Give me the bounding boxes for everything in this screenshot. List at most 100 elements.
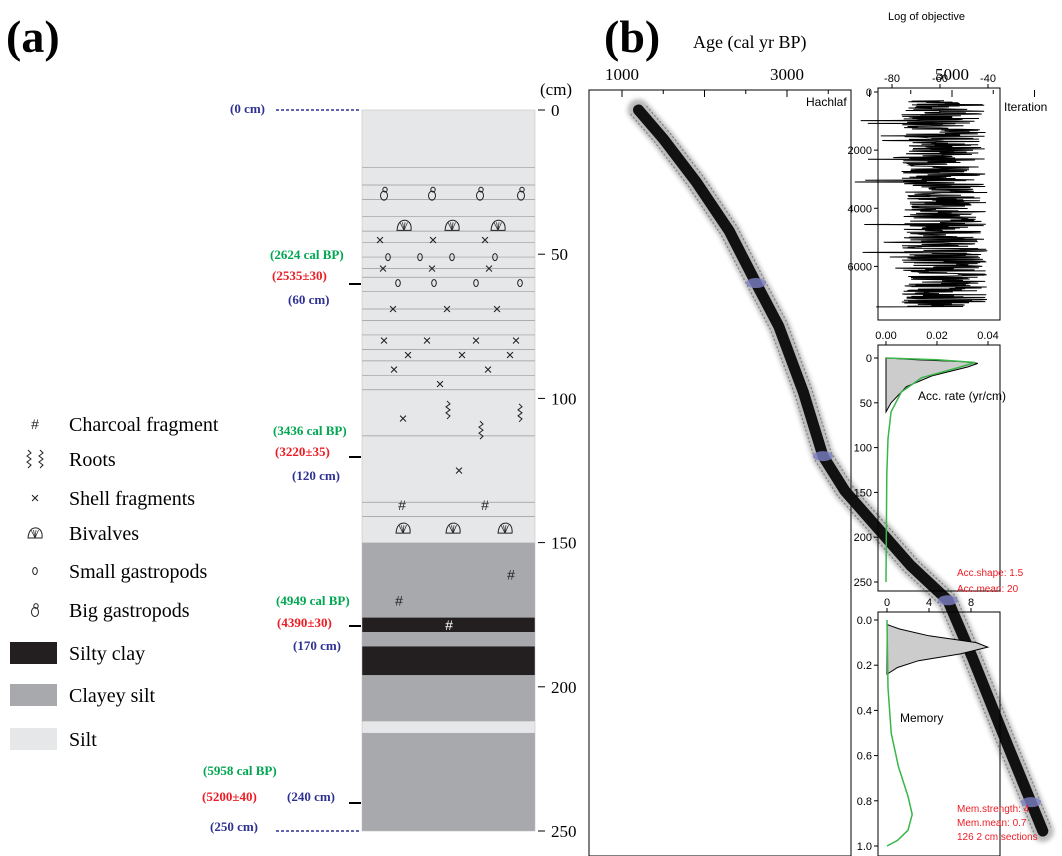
bivalve-rib-shape	[451, 222, 456, 231]
radiocarbon-label: (4390±30)	[277, 615, 332, 630]
bivalve-rib-shape	[448, 525, 454, 534]
bivalve-rib-shape	[503, 525, 506, 534]
shell-fragment-icon: ×	[404, 347, 413, 364]
acc-x-tick-label: 0.02	[926, 330, 947, 342]
depth-unit-label: (cm)	[540, 80, 572, 99]
legend-item: Silty clay	[10, 642, 145, 665]
shell-fragment-icon: ×	[436, 376, 445, 393]
trace-x-tick-label: -60	[932, 73, 948, 85]
shell-fragment-icon: ×	[458, 347, 467, 364]
gastropod-apex-shape	[478, 186, 484, 193]
bivalve-icon	[395, 522, 411, 534]
model-range-left	[630, 113, 1036, 836]
gastropod-body-shape	[428, 190, 436, 201]
cal-bp-label: (5958 cal BP)	[203, 763, 277, 778]
acc-y-tick-label: 50	[860, 398, 872, 410]
acc-y-tick-label: 150	[854, 487, 872, 499]
bivalve-rib-shape	[34, 529, 37, 539]
gastropod-body-shape	[476, 190, 484, 201]
bivalve-icon	[444, 219, 460, 231]
acc-rate-panel: 0.00 0.02 0.04 0 50 100 150 200 250	[854, 330, 1001, 592]
age-tick-label: 5000	[935, 65, 969, 84]
sample-depth-label: (240 cm)	[287, 789, 335, 804]
acc-y-tick-label: 0	[866, 353, 872, 365]
legend-item: Big gastropods	[31, 600, 190, 622]
depth-tick-label: 200	[551, 678, 577, 697]
shell-fragment-icon: ×	[399, 411, 408, 428]
site-name: Hachlaf	[806, 95, 847, 109]
shell-fragment-icon: ×	[376, 232, 385, 249]
small-gastropod-icon	[517, 279, 523, 288]
bivalve-icon	[27, 527, 43, 539]
trace-y-tick-label: 2000	[848, 145, 872, 157]
legend-item: Clayey silt	[10, 684, 156, 707]
small-gastropod-icon	[32, 567, 38, 575]
age-depth-frame	[588, 89, 852, 856]
age-tick-label: 1000	[605, 65, 639, 84]
mem-y-tick-label: 0.8	[857, 796, 872, 808]
bivalve-shell-shape	[445, 522, 461, 534]
legend-swatch	[10, 728, 57, 750]
core-unit	[362, 542, 535, 618]
top-depth-label: (0 cm)	[230, 101, 265, 116]
sample-depth-label: (60 cm)	[288, 292, 330, 307]
mem-y-tick-label: 1.0	[857, 841, 872, 853]
legend-item: Roots	[26, 449, 116, 471]
trace-y-tick-label: 6000	[848, 261, 872, 273]
cal-bp-label: (2624 cal BP)	[270, 247, 344, 262]
model-envelope	[633, 104, 1049, 837]
bivalve-shell-shape	[395, 522, 411, 534]
depth-tick-label: 50	[551, 245, 568, 264]
bivalve-rib-shape	[34, 529, 39, 539]
gastropod-apex-shape	[382, 186, 388, 193]
small-gastropod-icon	[431, 279, 437, 288]
acc-frame	[877, 344, 1001, 592]
mem-x-tick-label: 0	[884, 597, 890, 609]
bivalve-icon	[497, 522, 513, 534]
big-gastropod-icon	[517, 186, 525, 201]
shell-fragment-icon: ×	[428, 261, 437, 278]
legend-label: Silt	[69, 729, 97, 751]
bivalve-rib-shape	[447, 222, 453, 231]
trace-y-tick-label: 4000	[848, 203, 872, 215]
bivalve-rib-shape	[497, 222, 502, 231]
shell-fragment-icon: ×	[455, 463, 464, 480]
legend-item: Bivalves	[27, 523, 139, 545]
roots-icon	[38, 449, 44, 469]
shell-fragment-icon: ×	[429, 232, 438, 249]
sample-depth-label: (120 cm)	[292, 468, 340, 483]
small-gastropod-icon	[492, 253, 498, 262]
mem-y-tick-label: 0.4	[857, 705, 872, 717]
shell-fragment-icon: ×	[472, 333, 481, 350]
acc-mean-note: Acc.mean: 20	[957, 584, 1019, 595]
depth-tick-label: 0	[551, 101, 560, 120]
mem-x-tick-label: 4	[926, 597, 932, 609]
shell-fragment-icon: ×	[379, 261, 388, 278]
dated-sample-marker	[1021, 797, 1042, 808]
core-unit	[362, 632, 535, 647]
acc-shape-note: Acc.shape: 1.5	[957, 568, 1024, 579]
core-unit	[362, 721, 535, 733]
bivalve-rib-shape	[504, 525, 507, 534]
bivalve-shell-shape	[490, 219, 506, 231]
dated-sample-marker	[937, 595, 958, 606]
bivalve-rib-shape	[403, 222, 408, 231]
dated-sample-marker	[745, 278, 766, 289]
acc-y-tick-label: 200	[854, 532, 872, 544]
legend-label: Small gastropods	[69, 561, 208, 583]
trace-y-tick-label: 0	[866, 87, 872, 99]
bivalve-rib-shape	[33, 529, 36, 539]
legend-swatch	[10, 642, 57, 664]
shell-fragment-icon: ×	[493, 301, 502, 318]
charcoal-icon: #	[398, 497, 406, 513]
bivalve-rib-shape	[398, 525, 404, 534]
acc-title: Acc. rate (yr/cm)	[918, 389, 1006, 403]
bivalve-shell-shape	[27, 527, 43, 539]
age-tick-label: 3000	[770, 65, 804, 84]
charcoal-icon: #	[481, 497, 489, 513]
mem-y-tick-label: 0.6	[857, 751, 872, 763]
panel-a-label: (a)	[6, 11, 60, 62]
mem-posterior	[886, 623, 990, 676]
trace-line	[854, 100, 988, 308]
mem-mean-note: Mem.mean: 0.7	[957, 818, 1027, 829]
